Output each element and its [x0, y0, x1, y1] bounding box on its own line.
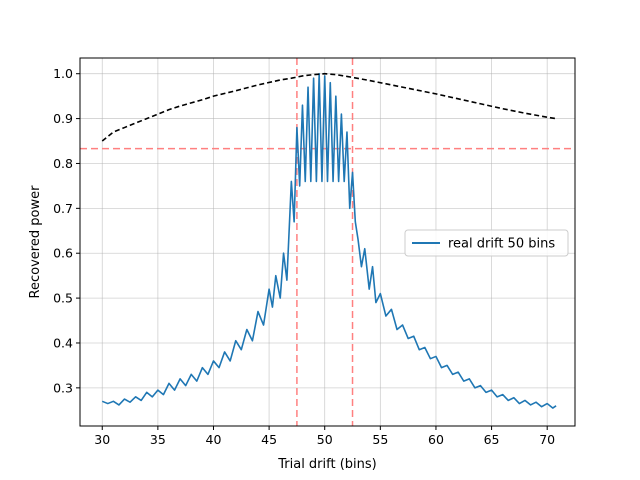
y-tick-label: 0.8 — [53, 156, 73, 171]
x-tick-label: 30 — [94, 432, 110, 447]
legend: real drift 50 bins — [405, 230, 568, 256]
x-tick-label: 65 — [484, 432, 500, 447]
x-tick-label: 50 — [317, 432, 333, 447]
x-tick-label: 40 — [206, 432, 222, 447]
y-tick-label: 0.5 — [53, 291, 73, 306]
y-tick-label: 1.0 — [53, 66, 73, 81]
y-axis-label: Recovered power — [28, 185, 43, 299]
y-tick-label: 0.9 — [53, 111, 73, 126]
y-tick-label: 0.6 — [53, 246, 73, 261]
x-tick-label: 45 — [261, 432, 277, 447]
legend-entry: real drift 50 bins — [448, 237, 555, 252]
x-tick-label: 35 — [150, 432, 166, 447]
x-tick-label: 55 — [372, 432, 388, 447]
x-axis-ticks: 30 35 40 45 50 55 60 65 70 — [94, 426, 555, 447]
y-tick-label: 0.4 — [53, 335, 73, 350]
y-axis-ticks: 0.3 0.4 0.5 0.6 0.7 0.8 0.9 1.0 — [53, 66, 80, 395]
y-tick-label: 0.7 — [53, 201, 73, 216]
x-tick-label: 60 — [428, 432, 444, 447]
x-tick-label: 70 — [539, 432, 555, 447]
x-axis-label: Trial drift (bins) — [277, 457, 377, 472]
y-tick-label: 0.3 — [53, 380, 73, 395]
